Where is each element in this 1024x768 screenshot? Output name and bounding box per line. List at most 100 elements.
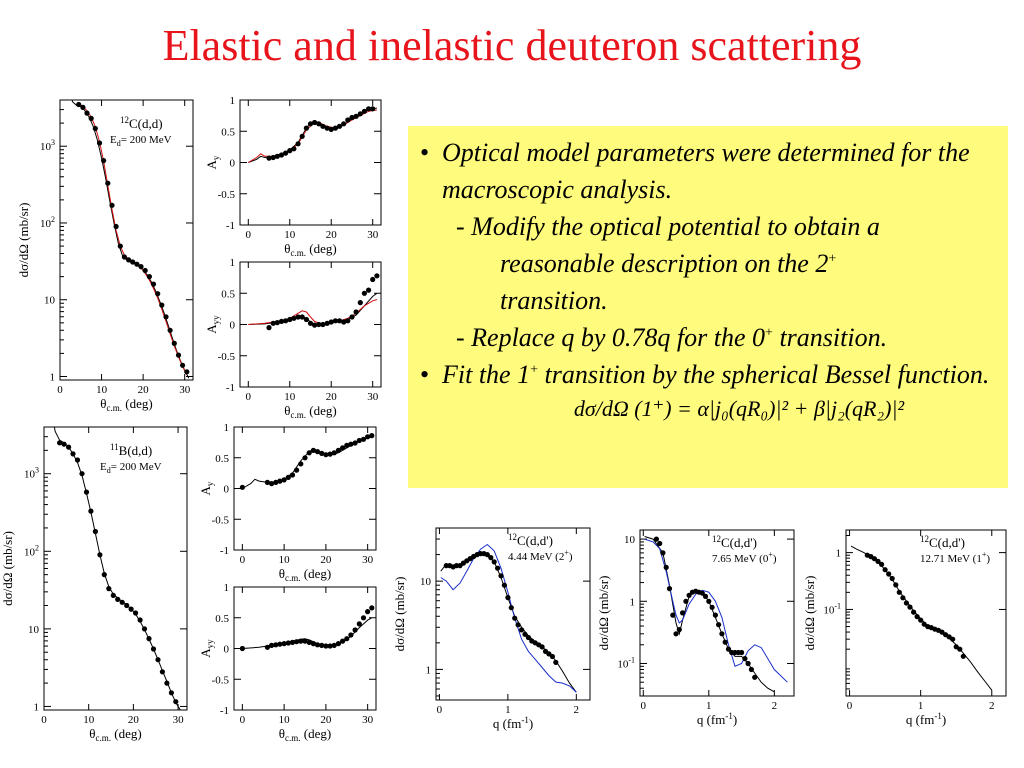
panel-sublabel: Ed= 200 MeV [100, 461, 162, 475]
data-point [274, 153, 280, 159]
data-point [549, 653, 556, 660]
y-tick-text: -1 [220, 545, 229, 557]
data-point [117, 243, 123, 249]
data-point [273, 479, 279, 485]
data-point [914, 614, 920, 620]
data-point [128, 606, 134, 612]
y-tick-text: 1 [50, 371, 56, 383]
data-point [332, 125, 338, 131]
x-axis-label: θc.m. (deg) [279, 566, 331, 583]
x-axis-text: θ [284, 403, 290, 418]
y-tick-label: 10 [624, 534, 636, 546]
bullet-1-sub-1-cont: reasonable description on the 2+ [420, 245, 998, 282]
y-tick-sup: 3 [51, 138, 55, 147]
y-tick-label: 0 [224, 644, 230, 656]
data-point [294, 639, 300, 645]
bullet-mark: • [420, 360, 430, 389]
y-tick-text: 1 [224, 422, 230, 434]
data-point [752, 674, 758, 680]
x-tick-label: 0 [57, 384, 63, 396]
y-tick-label: 102 [24, 543, 39, 558]
y-tick-text: -1 [220, 705, 229, 717]
data-point [171, 340, 177, 346]
energy-sub: d [107, 466, 111, 475]
y-axis-text: dσ/dΩ (mb/sr) [392, 577, 407, 652]
data-point [320, 321, 326, 328]
y-tick-label: -1 [226, 220, 235, 232]
data-point [110, 592, 116, 599]
y-tick-text: 10 [24, 469, 36, 481]
y-tick-label: 10 [44, 295, 56, 307]
y-axis-label: dσ/dΩ (mb/sr) [392, 577, 407, 652]
data-point [96, 140, 103, 146]
y-tick-text: 10 [40, 141, 52, 153]
data-point [712, 612, 719, 618]
chart-c12ddp_1271: 0 1 210-11q (fm-1)dσ/dΩ (mb/sr)12C(d,d')12… [802, 529, 1007, 727]
y-tick-text: 0 [224, 644, 230, 656]
panel-label: 11B(d,d) [110, 442, 152, 458]
data-point [525, 634, 532, 641]
x-tick-label: 10 [96, 384, 108, 396]
data-point [307, 121, 314, 127]
data-point [312, 322, 318, 328]
bullet-1-sub-2-tail: transition. [772, 323, 888, 352]
data-point [155, 291, 161, 297]
x-axis-sup: -1 [934, 711, 942, 721]
x-axis-label: θc.m. (deg) [284, 241, 336, 258]
data-point [341, 319, 347, 325]
data-point [150, 281, 157, 287]
y-tick-sup: 3 [35, 466, 39, 475]
x-tick-label: 10 [279, 554, 291, 566]
data-point [266, 155, 272, 161]
data-point [109, 202, 115, 208]
data-point [239, 484, 245, 490]
data-point [501, 582, 507, 588]
x-axis-sub: c.m. [291, 410, 307, 420]
state-text: 7.65 MeV (0 [712, 553, 769, 565]
y-tick-label: -0.5 [212, 514, 230, 526]
x-tick-label: 10 [284, 391, 296, 403]
data-point [74, 457, 81, 463]
data-point [323, 643, 329, 649]
data-point [349, 114, 355, 121]
data-point [374, 273, 380, 279]
y-tick-label: 1 [224, 582, 230, 594]
data-point [310, 447, 316, 453]
y-tick-label: -1 [220, 545, 229, 557]
data-point [365, 434, 371, 440]
data-point [332, 318, 338, 324]
data-point [369, 605, 375, 611]
bullet-1-sub-2-text: - Replace q by 0.78q for the 0 [456, 323, 766, 352]
bullet-1-sub-1-cont2: transition. [420, 282, 998, 319]
bullet-1-sub-1-sup: + [828, 251, 837, 267]
y-tick-label: 103 [24, 466, 39, 481]
data-point [115, 596, 121, 603]
bullet-1-sub-1: - Modify the optical potential to obtain… [420, 208, 998, 245]
data-point [289, 472, 296, 478]
data-point [748, 666, 755, 673]
data-point [336, 318, 343, 324]
data-point [686, 592, 692, 598]
y-axis-sub: yy [205, 639, 215, 649]
data-point [80, 104, 86, 110]
x-tick-label: 20 [138, 384, 150, 396]
data-point [957, 646, 963, 652]
plot-frame [845, 529, 1007, 697]
x-tick-label: 2 [574, 704, 580, 716]
plot-frame [639, 529, 795, 697]
data-point [660, 550, 666, 556]
data-point [960, 653, 966, 659]
data-point [939, 629, 945, 635]
data-point [298, 638, 304, 644]
data-point [295, 141, 301, 147]
panel-label-sup: 11 [110, 442, 119, 452]
y-axis-label: dσ/dΩ (mb/sr) [0, 531, 15, 606]
x-tick-label: 0 [41, 714, 47, 726]
energy-text: E [100, 461, 107, 473]
y-tick-text: 1 [34, 701, 40, 713]
data-point [739, 649, 745, 656]
data-point [302, 638, 308, 644]
data-point [356, 621, 362, 627]
